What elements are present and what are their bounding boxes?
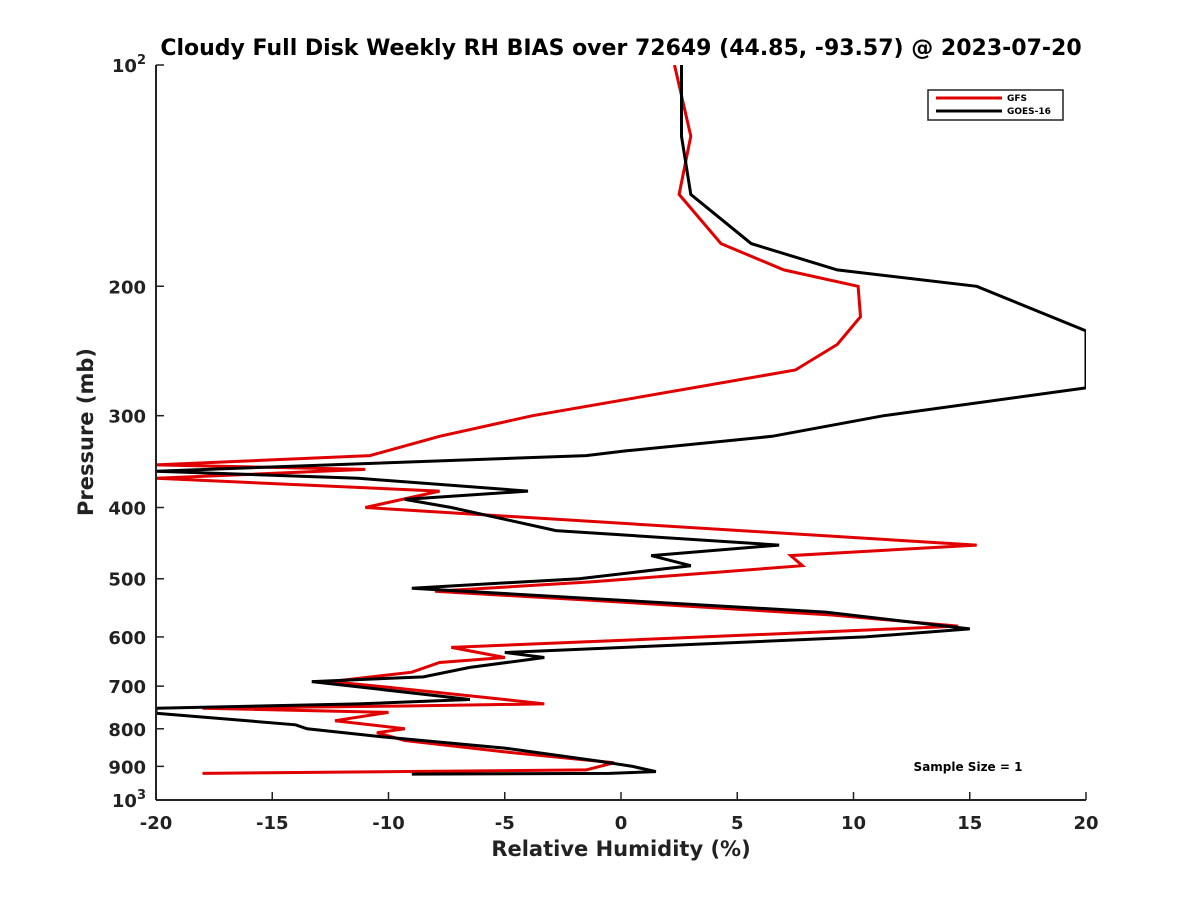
x-tick-label: -10 <box>372 813 405 834</box>
series-layer <box>156 65 1086 776</box>
series-line-gfs <box>156 65 977 775</box>
x-tick-label: -20 <box>140 813 173 834</box>
legend: GFS GOES-16 <box>927 89 1064 121</box>
legend-label: GFS <box>1007 94 1027 104</box>
y-tick-label: 400 <box>108 499 146 520</box>
y-tick-label: 500 <box>108 570 146 591</box>
legend-label: GOES-16 <box>1007 107 1051 117</box>
y-tick-label: 900 <box>108 757 146 778</box>
tick-labels: -20 -15 -10 -5 0 5 10 15 20 102 200 300 400 500 600 700… <box>108 53 1098 834</box>
y-axis-label: Pressure (mb) <box>74 348 98 516</box>
series-line-goes-16 <box>156 65 1086 776</box>
axes <box>155 64 1087 801</box>
y-tick-label: 200 <box>108 277 146 298</box>
x-axis-label: Relative Humidity (%) <box>491 837 750 861</box>
y-tick-label: 700 <box>108 677 146 698</box>
y-tick-label: 102 <box>112 53 146 77</box>
x-tick-label: 0 <box>615 813 628 834</box>
y-tick-label: 800 <box>108 720 146 741</box>
x-tick-label: -15 <box>256 813 289 834</box>
x-tick-label: 5 <box>731 813 744 834</box>
y-tick-label: 300 <box>108 407 146 428</box>
x-tick-label: 20 <box>1073 813 1098 834</box>
x-tick-label: 15 <box>957 813 982 834</box>
sample-size-annotation: Sample Size = 1 <box>914 760 1023 774</box>
legend-box <box>927 89 1064 121</box>
y-tick-label: 600 <box>108 628 146 649</box>
chart-title: Cloudy Full Disk Weekly RH BIAS over 726… <box>160 36 1081 61</box>
x-tick-label: -5 <box>495 813 515 834</box>
x-tick-label: 10 <box>841 813 866 834</box>
y-tick-label: 103 <box>112 788 146 812</box>
